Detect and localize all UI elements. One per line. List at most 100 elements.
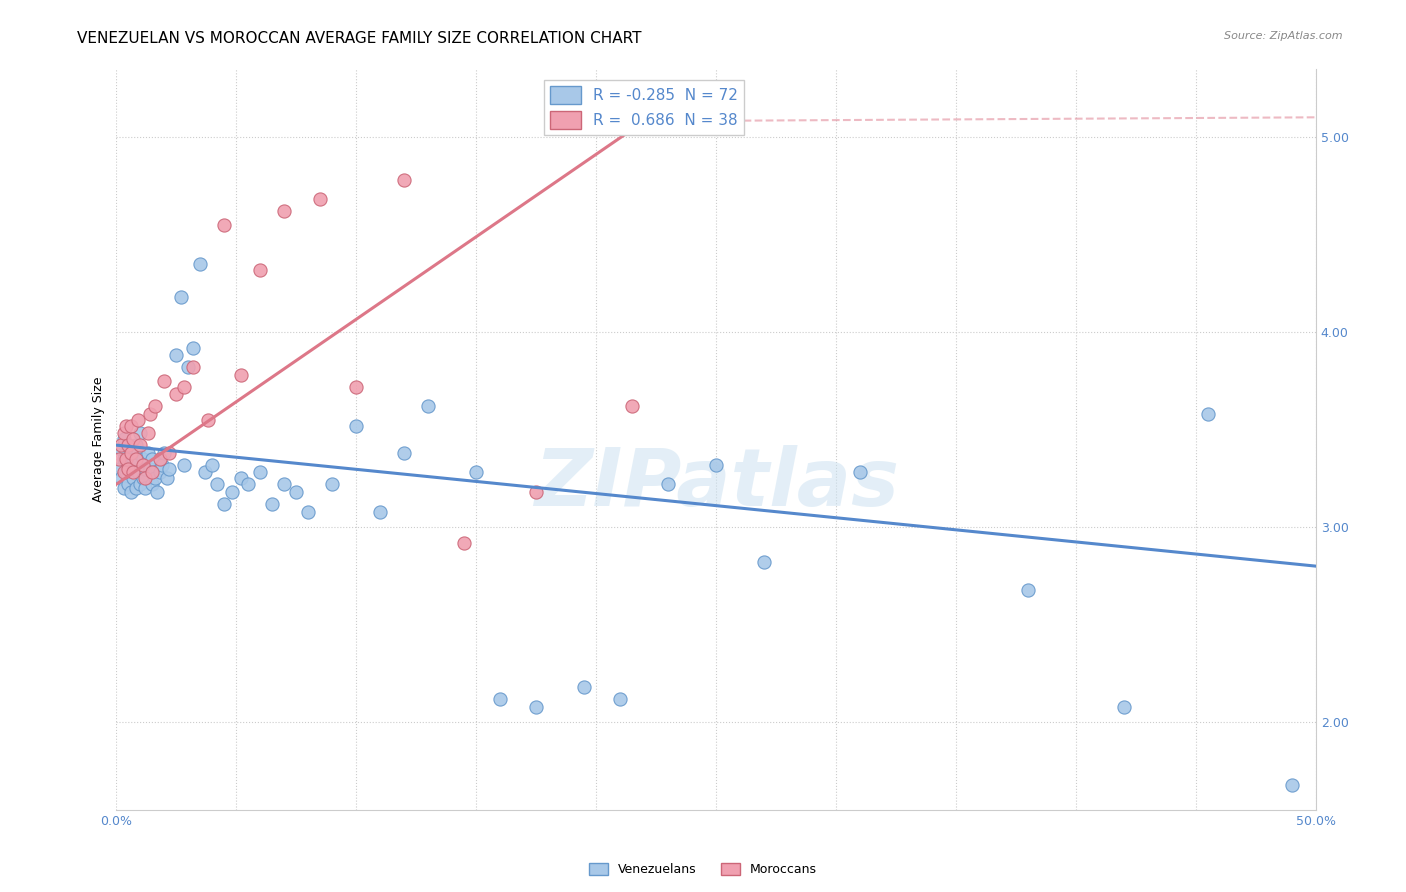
Point	[110, 471, 132, 485]
Point	[238, 477, 260, 491]
Point	[1112, 699, 1135, 714]
Text: ZIPatlas: ZIPatlas	[534, 445, 898, 523]
Point	[112, 481, 135, 495]
Point	[134, 471, 156, 485]
Point	[344, 379, 367, 393]
Point	[157, 446, 180, 460]
Point	[132, 458, 155, 472]
Point	[146, 485, 169, 500]
Point	[120, 446, 142, 460]
Legend: Venezuelans, Moroccans: Venezuelans, Moroccans	[583, 858, 823, 881]
Point	[132, 451, 155, 466]
Point	[249, 466, 271, 480]
Point	[141, 466, 163, 480]
Point	[181, 341, 204, 355]
Point	[297, 504, 319, 518]
Point	[122, 432, 145, 446]
Point	[129, 426, 152, 441]
Point	[122, 451, 145, 466]
Point	[344, 418, 367, 433]
Point	[127, 446, 149, 460]
Point	[139, 407, 162, 421]
Point	[153, 446, 176, 460]
Point	[115, 451, 138, 466]
Point	[197, 413, 219, 427]
Point	[124, 438, 146, 452]
Point	[273, 477, 295, 491]
Point	[165, 387, 187, 401]
Point	[157, 461, 180, 475]
Point	[370, 504, 392, 518]
Point	[165, 348, 187, 362]
Point	[134, 481, 156, 495]
Point	[156, 471, 179, 485]
Point	[214, 497, 236, 511]
Point	[657, 477, 679, 491]
Point	[194, 466, 217, 480]
Point	[112, 451, 135, 466]
Point	[117, 458, 139, 472]
Point	[143, 399, 166, 413]
Point	[201, 458, 224, 472]
Point	[262, 497, 284, 511]
Point	[453, 535, 475, 549]
Point	[1281, 778, 1303, 792]
Point	[190, 257, 212, 271]
Text: Source: ZipAtlas.com: Source: ZipAtlas.com	[1225, 31, 1343, 41]
Point	[122, 471, 145, 485]
Point	[1197, 407, 1219, 421]
Point	[205, 477, 228, 491]
Point	[134, 461, 156, 475]
Point	[621, 399, 644, 413]
Point	[173, 379, 195, 393]
Point	[141, 477, 163, 491]
Point	[136, 426, 159, 441]
Point	[127, 413, 149, 427]
Point	[221, 485, 243, 500]
Y-axis label: Average Family Size: Average Family Size	[93, 376, 105, 502]
Point	[231, 471, 253, 485]
Point	[112, 432, 135, 446]
Point	[489, 691, 512, 706]
Point	[153, 374, 176, 388]
Point	[122, 466, 145, 480]
Point	[704, 458, 727, 472]
Point	[249, 262, 271, 277]
Point	[120, 485, 142, 500]
Point	[124, 451, 146, 466]
Point	[170, 290, 193, 304]
Point	[110, 442, 132, 456]
Point	[418, 399, 440, 413]
Point	[110, 438, 132, 452]
Point	[115, 446, 138, 460]
Point	[124, 481, 146, 495]
Point	[129, 477, 152, 491]
Point	[173, 458, 195, 472]
Point	[136, 446, 159, 460]
Point	[181, 360, 204, 375]
Point	[574, 680, 596, 694]
Point	[754, 555, 776, 569]
Point	[139, 461, 162, 475]
Point	[394, 446, 416, 460]
Point	[524, 485, 547, 500]
Point	[117, 461, 139, 475]
Point	[231, 368, 253, 382]
Point	[117, 438, 139, 452]
Point	[1017, 582, 1039, 597]
Point	[149, 451, 172, 466]
Legend: R = -0.285  N = 72, R =  0.686  N = 38: R = -0.285 N = 72, R = 0.686 N = 38	[544, 80, 744, 135]
Point	[465, 466, 488, 480]
Point	[273, 204, 295, 219]
Point	[108, 461, 131, 475]
Point	[150, 458, 173, 472]
Point	[127, 466, 149, 480]
Point	[120, 418, 142, 433]
Point	[309, 192, 332, 206]
Point	[129, 438, 152, 452]
Point	[609, 691, 631, 706]
Point	[115, 418, 138, 433]
Point	[132, 471, 155, 485]
Point	[214, 218, 236, 232]
Point	[149, 466, 172, 480]
